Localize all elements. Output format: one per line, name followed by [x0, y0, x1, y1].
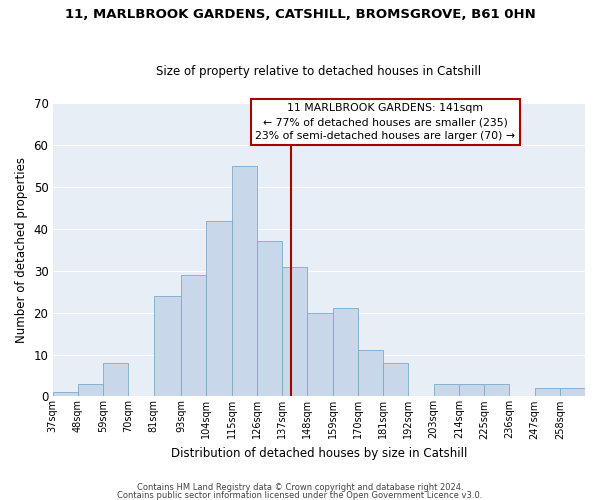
X-axis label: Distribution of detached houses by size in Catshill: Distribution of detached houses by size …	[170, 447, 467, 460]
Text: Contains HM Land Registry data © Crown copyright and database right 2024.: Contains HM Land Registry data © Crown c…	[137, 484, 463, 492]
Bar	[206, 220, 232, 396]
Bar	[232, 166, 257, 396]
Bar	[53, 392, 78, 396]
Bar	[434, 384, 459, 396]
Bar	[103, 363, 128, 396]
Bar	[154, 296, 181, 396]
Bar	[383, 363, 408, 396]
Bar	[282, 266, 307, 396]
Bar	[78, 384, 103, 396]
Text: 11, MARLBROOK GARDENS, CATSHILL, BROMSGROVE, B61 0HN: 11, MARLBROOK GARDENS, CATSHILL, BROMSGR…	[65, 8, 535, 20]
Y-axis label: Number of detached properties: Number of detached properties	[15, 157, 28, 343]
Bar	[181, 275, 206, 396]
Bar	[484, 384, 509, 396]
Bar	[307, 312, 332, 396]
Bar	[332, 308, 358, 396]
Bar	[358, 350, 383, 397]
Bar	[535, 388, 560, 396]
Text: 11 MARLBROOK GARDENS: 141sqm
← 77% of detached houses are smaller (235)
23% of s: 11 MARLBROOK GARDENS: 141sqm ← 77% of de…	[256, 103, 515, 141]
Title: Size of property relative to detached houses in Catshill: Size of property relative to detached ho…	[156, 66, 481, 78]
Bar	[459, 384, 484, 396]
Bar	[560, 388, 585, 396]
Text: Contains public sector information licensed under the Open Government Licence v3: Contains public sector information licen…	[118, 491, 482, 500]
Bar	[257, 242, 282, 396]
